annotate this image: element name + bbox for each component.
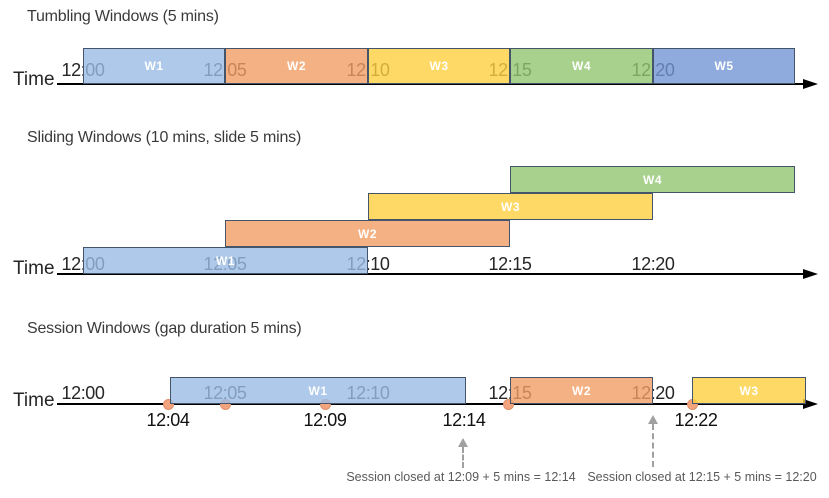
time-axis-arrowhead-icon bbox=[803, 78, 818, 89]
up-arrow-icon bbox=[648, 415, 658, 424]
dashed-line bbox=[462, 447, 464, 468]
time-axis-arrowhead-icon bbox=[803, 398, 818, 409]
time-axis-line bbox=[57, 273, 804, 275]
event-time-label: 12:04 bbox=[146, 410, 190, 430]
time-axis-arrowhead-icon bbox=[803, 268, 818, 279]
window-label: W2 bbox=[287, 59, 306, 73]
session-close-arrow bbox=[457, 438, 469, 468]
session-close-annotation: Session closed at 12:09 + 5 mins = 12:14 bbox=[346, 470, 576, 484]
window-box-w3: W3 bbox=[368, 48, 510, 84]
section-title: Tumbling Windows (5 mins) bbox=[27, 8, 219, 25]
session-close-annotation: Session closed at 12:15 + 5 mins = 12:20 bbox=[587, 470, 817, 484]
window-label: W3 bbox=[429, 59, 449, 73]
window-label: W1 bbox=[144, 59, 164, 73]
window-box-w4: W4 bbox=[510, 48, 653, 84]
time-tick-label: 12:20 bbox=[631, 254, 675, 274]
event-time-label: 12:09 bbox=[303, 410, 347, 430]
window-box-w2: W2 bbox=[225, 48, 368, 84]
session-close-arrow bbox=[647, 415, 659, 467]
event-time-label: 12:22 bbox=[674, 410, 718, 430]
window-label: W2 bbox=[358, 226, 377, 241]
window-label: W4 bbox=[643, 172, 662, 187]
time-axis-label: Time bbox=[13, 258, 55, 279]
window-box-w5: W5 bbox=[653, 48, 795, 84]
window-box-w1: W1 bbox=[170, 377, 466, 404]
time-tick-label: 12:00 bbox=[61, 383, 105, 403]
event-dot bbox=[162, 399, 174, 410]
window-label: W3 bbox=[739, 383, 759, 398]
time-axis-line bbox=[57, 403, 804, 405]
time-axis-label: Time bbox=[13, 390, 55, 411]
section-title: Session Windows (gap duration 5 mins) bbox=[27, 320, 302, 337]
event-time-label: 12:14 bbox=[442, 410, 486, 430]
window-label: W1 bbox=[308, 383, 328, 398]
window-box-w3: W3 bbox=[692, 377, 806, 404]
window-box-w3: W3 bbox=[368, 193, 653, 220]
window-label: W5 bbox=[714, 59, 734, 73]
window-box-w2: W2 bbox=[510, 377, 653, 404]
time-axis-label: Time bbox=[13, 69, 55, 90]
time-axis-line bbox=[57, 83, 804, 85]
window-box-w1: W1 bbox=[83, 48, 225, 84]
up-arrow-icon bbox=[458, 438, 468, 447]
window-label: W1 bbox=[216, 253, 235, 268]
window-box-w4: W4 bbox=[510, 166, 795, 193]
section-title: Sliding Windows (10 mins, slide 5 mins) bbox=[27, 129, 302, 146]
event-dot bbox=[502, 399, 514, 410]
dashed-line bbox=[652, 424, 654, 467]
window-label: W3 bbox=[501, 199, 520, 214]
window-box-w1: W1 bbox=[83, 247, 368, 274]
window-label: W4 bbox=[572, 59, 591, 73]
window-box-w2: W2 bbox=[225, 220, 510, 247]
window-label: W2 bbox=[572, 383, 591, 398]
time-tick-label: 12:15 bbox=[488, 254, 532, 274]
